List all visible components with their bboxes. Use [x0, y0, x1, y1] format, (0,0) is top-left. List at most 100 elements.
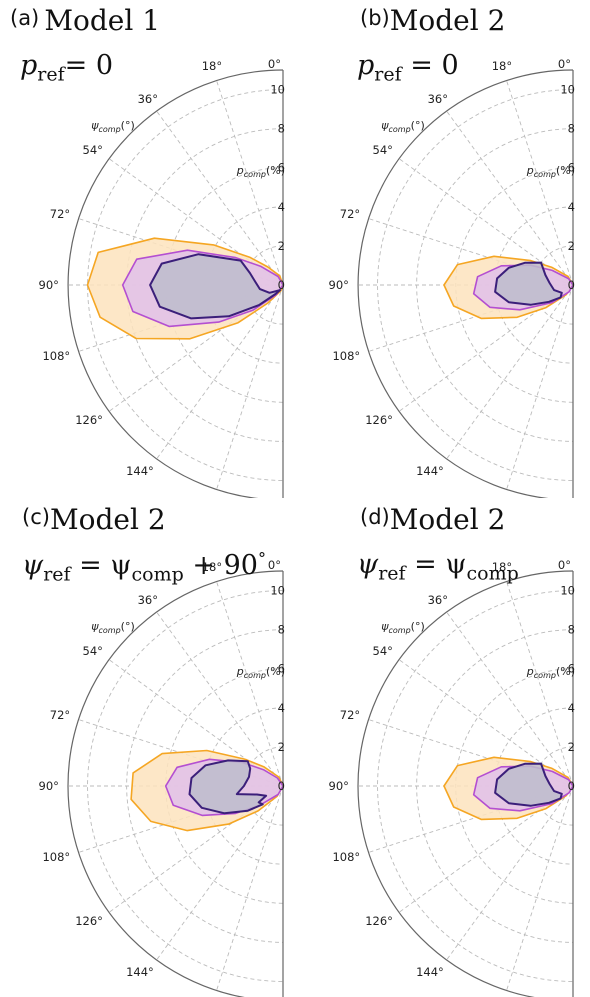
panel-d: 0° 18° 36° 54° 72° 90° 108° 126° 144° 162° 0 2 4 6 8 10… [295, 499, 590, 997]
radius-tick-label: 4 [278, 701, 285, 715]
formula-symbol: p [20, 50, 38, 81]
radius-tick-label: 10 [270, 83, 285, 97]
panel-letter: (c) [22, 505, 50, 529]
grid-spoke [216, 785, 284, 991]
angle-tick-label: 162° [480, 497, 508, 498]
contour-inner [494, 762, 563, 807]
angle-tick-label: 126° [75, 914, 103, 928]
grid-spoke [446, 110, 574, 286]
formula-subscript: ref [43, 563, 71, 586]
formula-symbol: ψ [22, 550, 44, 581]
radius-tick-label: 2 [568, 740, 575, 754]
radius-tick-label: 4 [568, 200, 575, 214]
formula-rest-2: + 90 [183, 550, 258, 581]
angle-tick-label: 54° [373, 644, 393, 658]
polar-chart-c: 0°18°36°54°72°90°108°126°144°162°0246810… [39, 558, 285, 997]
radius-axis-label: pcomp(%) [236, 164, 285, 179]
radius-axis-label: pcomp(%) [526, 665, 575, 680]
angle-tick-label: 126° [75, 413, 103, 427]
polar-chart-d: 0°18°36°54°72°90°108°126°144°162°0246810… [329, 558, 575, 997]
panel-formula-d: ψref = ψcomp [357, 549, 519, 584]
angle-tick-label: 36° [138, 593, 158, 607]
grid-ring [377, 89, 574, 481]
panel-model: Model 2 [49, 503, 166, 536]
radius-tick-label: 4 [568, 701, 575, 715]
formula-symbol: ψ [357, 549, 379, 580]
angle-tick-label: 108° [332, 349, 360, 363]
panel-model: Model 2 [389, 503, 506, 536]
angle-tick-label: 90° [329, 278, 349, 292]
formula-subscript: ref [378, 562, 406, 585]
grid-spoke [506, 284, 574, 490]
radius-tick-label: 2 [278, 740, 285, 754]
angle-tick-label: 36° [428, 92, 448, 106]
grid-spoke [446, 284, 574, 460]
angle-tick-label: 126° [365, 413, 393, 427]
panel-letter: (b) [360, 6, 390, 30]
grid-spoke [216, 284, 284, 490]
formula-subscript: ref [37, 63, 65, 86]
angle-axis-label: ψcomp(°) [91, 620, 135, 635]
contour-inner [149, 253, 282, 320]
angle-tick-label: 18° [492, 560, 512, 574]
polar-frame-arc [67, 570, 284, 997]
radius-tick-label: 0 [278, 278, 285, 292]
radius-tick-label: 8 [568, 623, 575, 637]
angle-axis-label: ψcomp(°) [91, 119, 135, 134]
grid-spoke [398, 659, 574, 787]
formula-rest: = 0 [64, 50, 114, 81]
angle-tick-label: 0° [558, 558, 571, 572]
radius-tick-label: 6 [278, 662, 285, 676]
panel-b: 0° 18° 36° 54° 72° 90° 108° 126° 144° 162° 0 2 4 6 8 10… [295, 0, 590, 498]
panel-formula-a: pref= 0 [20, 50, 113, 85]
angle-tick-label: 108° [42, 349, 70, 363]
angle-tick-label: 90° [39, 278, 59, 292]
angle-tick-label: 72° [50, 207, 70, 221]
angle-tick-label: 36° [428, 593, 448, 607]
angle-tick-label: 126° [365, 914, 393, 928]
angle-tick-label: 144° [416, 965, 444, 979]
grid-spoke [156, 785, 284, 961]
panel-c: 0° 18° 36° 54° 72° 90° 108° 126° 144° 162° 0 2 4 6 8 10… [0, 499, 295, 997]
grid-spoke [398, 158, 574, 286]
radius-tick-label: 6 [568, 662, 575, 676]
angle-tick-label: 36° [138, 92, 158, 106]
formula-symbol: p [357, 50, 375, 81]
contour-inner [494, 261, 563, 306]
grid-spoke [506, 785, 574, 991]
radius-tick-label: 2 [568, 239, 575, 253]
panel-letter: (d) [360, 505, 390, 529]
formula-superscript: ° [257, 549, 266, 568]
grid-ring [533, 746, 574, 826]
radius-tick-label: 10 [270, 584, 285, 598]
radius-tick-label: 8 [278, 623, 285, 637]
angle-tick-label: 54° [83, 644, 103, 658]
angle-tick-label: 54° [373, 143, 393, 157]
angle-tick-label: 72° [340, 708, 360, 722]
angle-tick-label: 108° [42, 850, 70, 864]
polar-frame-arc [357, 570, 574, 997]
formula-rest: = ψ [405, 549, 467, 580]
grid-spoke [156, 284, 284, 460]
radius-tick-label: 10 [560, 83, 575, 97]
grid-ring [87, 89, 284, 481]
formula-rest: = 0 [401, 50, 459, 81]
grid-ring [243, 746, 284, 826]
angle-tick-label: 0° [268, 57, 281, 71]
angle-tick-label: 54° [83, 143, 103, 157]
grid-ring [377, 590, 574, 982]
panel-title-c: (c)Model 2 [22, 503, 166, 536]
grid-spoke [446, 611, 574, 787]
formula-subscript-2: comp [466, 562, 519, 585]
angle-tick-label: 144° [126, 965, 154, 979]
angle-tick-label: 18° [492, 59, 512, 73]
angle-tick-label: 72° [50, 708, 70, 722]
radius-tick-label: 0 [568, 278, 575, 292]
panel-letter: (a) [10, 6, 40, 30]
grid-spoke [156, 611, 284, 787]
grid-spoke [506, 80, 574, 286]
radius-tick-label: 8 [278, 122, 285, 136]
radius-tick-label: 6 [568, 161, 575, 175]
panel-model: Model 2 [389, 4, 506, 37]
polar-frame-arc [357, 69, 574, 498]
